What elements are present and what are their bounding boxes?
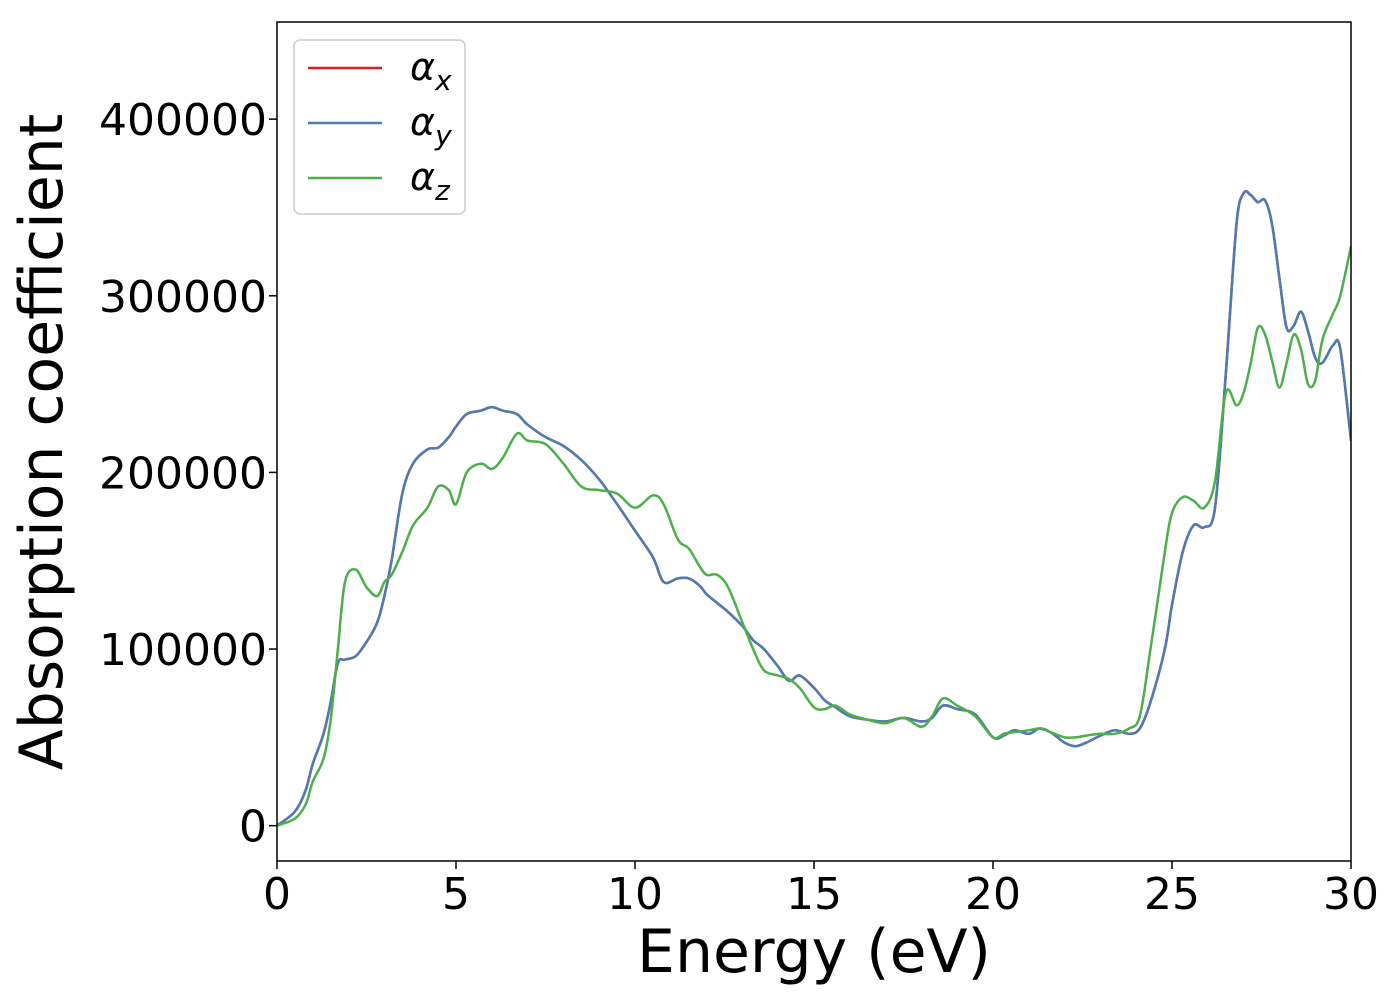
legend-label: αy xyxy=(410,100,452,152)
series-layer xyxy=(277,190,1351,827)
y-tick-label: 400000 xyxy=(99,95,267,146)
legend-label-subscript: x xyxy=(434,64,452,97)
legend-label: αz xyxy=(410,155,451,207)
x-tick-label: 20 xyxy=(965,869,1021,920)
legend-label: αx xyxy=(410,45,452,97)
x-tick-label: 0 xyxy=(263,869,291,920)
legend-label-symbol: α xyxy=(410,45,435,89)
y-tick-label: 300000 xyxy=(99,272,267,323)
series-line-z xyxy=(277,246,1351,827)
x-tick-label: 10 xyxy=(607,869,663,920)
legend-label-subscript: y xyxy=(434,119,452,152)
y-axis: 0 100000 200000 300000 400000 xyxy=(99,95,277,853)
series-line-y xyxy=(277,190,1351,827)
y-tick-label: 200000 xyxy=(99,448,267,499)
y-tick-label: 100000 xyxy=(99,625,267,676)
y-axis-label: Absorption coefficient xyxy=(7,114,77,771)
legend-box xyxy=(293,39,466,215)
legend-label-subscript: z xyxy=(434,174,451,207)
x-tick-label: 25 xyxy=(1144,869,1200,920)
series-line-x xyxy=(277,190,1351,827)
legend-label-symbol: α xyxy=(410,155,435,199)
y-tick-label: 0 xyxy=(239,802,267,853)
x-tick-label: 30 xyxy=(1323,869,1379,920)
legend-label-symbol: α xyxy=(410,100,435,144)
x-axis-label: Energy (eV) xyxy=(637,917,991,987)
x-axis: 0 5 10 15 20 25 30 xyxy=(263,861,1379,920)
x-tick-label: 15 xyxy=(786,869,842,920)
x-tick-label: 5 xyxy=(442,869,470,920)
